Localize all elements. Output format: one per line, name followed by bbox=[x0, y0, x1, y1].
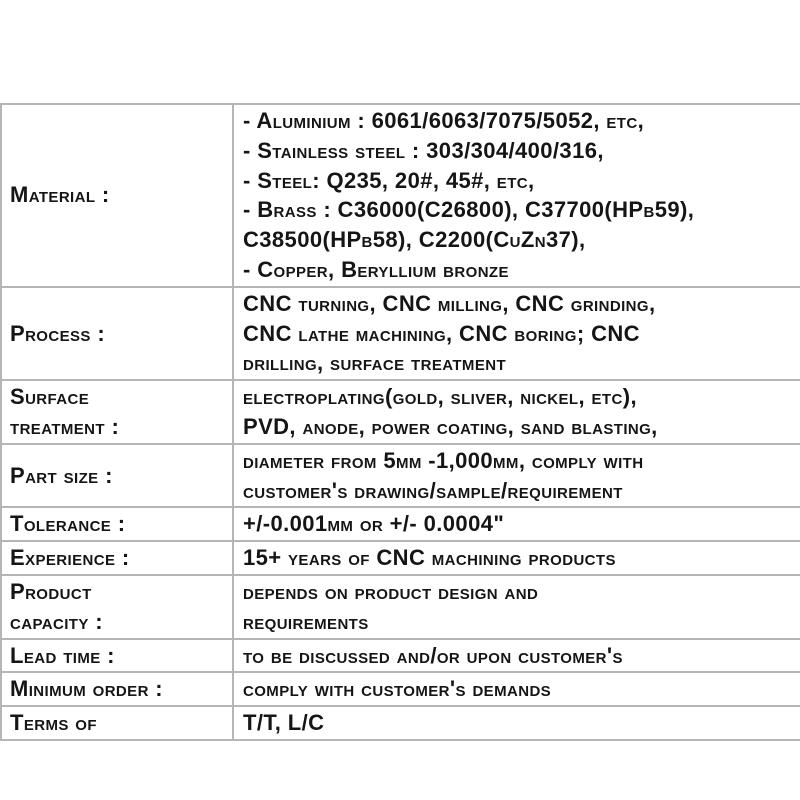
table-row: Tolerance : +/-0.001mm or +/- 0.0004" bbox=[0, 506, 800, 543]
value-line: - Aluminium : 6061/6063/7075/5052, etc, bbox=[243, 108, 645, 133]
value-line: CNC lathe machining, CNC boring; CNC bbox=[243, 320, 640, 346]
value-line: customer's drawing/sample/requirement bbox=[243, 477, 623, 503]
row-value: - Aluminium : 6061/6063/7075/5052, etc, -… bbox=[232, 103, 800, 288]
value-line: - Stainless steel : 303/304/400/316, bbox=[243, 137, 604, 163]
value-line: - Steel: Q235, 20#, 45#, etc, bbox=[243, 167, 535, 193]
value-line: drilling, surface treatment bbox=[243, 350, 507, 376]
row-label: Process : bbox=[0, 285, 234, 382]
table-row: Surface treatment : electroplating(gold, … bbox=[0, 379, 800, 445]
row-label-line: capacity : bbox=[10, 608, 103, 634]
table-row: Part size : diameter from 5mm -1,000mm, … bbox=[0, 442, 800, 509]
value-line: PVD, anode, power coating, sand blasting… bbox=[243, 413, 658, 439]
row-label-line: Minimum order : bbox=[10, 676, 164, 702]
value-line: requirements bbox=[243, 608, 369, 634]
value-line: depends on product design and bbox=[243, 578, 539, 604]
spec-table: Material : - Aluminium : 6061/6063/7075/… bbox=[0, 103, 800, 741]
row-label-line: Surface bbox=[10, 384, 90, 410]
spec-table-body: Material : - Aluminium : 6061/6063/7075/… bbox=[0, 103, 800, 741]
table-row: Terms of T/T, L/C bbox=[0, 705, 800, 741]
row-label: Minimum order : bbox=[0, 671, 234, 708]
value-line: to be discussed and/or upon customer's bbox=[243, 642, 623, 668]
table-row: Material : - Aluminium : 6061/6063/7075/… bbox=[0, 103, 800, 288]
row-label: Tolerance : bbox=[0, 506, 234, 543]
value-line: T/T, L/C bbox=[243, 710, 325, 736]
row-label-line: Tolerance : bbox=[10, 511, 126, 537]
row-label-line: Product bbox=[10, 578, 92, 604]
row-label: Part size : bbox=[0, 442, 234, 509]
row-value: depends on product design and requirement… bbox=[232, 573, 800, 640]
row-value: T/T, L/C bbox=[232, 705, 800, 741]
row-label-line: Process : bbox=[10, 320, 106, 346]
row-value: diameter from 5mm -1,000mm, comply with c… bbox=[232, 442, 800, 509]
value-line: 15+ years of CNC machining products bbox=[243, 545, 616, 571]
row-value: to be discussed and/or upon customer's bbox=[232, 637, 800, 674]
table-row: Process : CNC turning, CNC milling, CNC … bbox=[0, 285, 800, 382]
value-line: comply with customer's demands bbox=[243, 676, 552, 702]
row-value: electroplating(gold, sliver, nickel, etc… bbox=[232, 379, 800, 445]
table-row: Product capacity : depends on product des… bbox=[0, 573, 800, 640]
value-line: - Copper, Beryllium bronze bbox=[243, 256, 509, 282]
table-row: Lead time : to be discussed and/or upon … bbox=[0, 637, 800, 674]
table-row: Experience : 15+ years of CNC machining … bbox=[0, 540, 800, 576]
row-label: Product capacity : bbox=[0, 573, 234, 640]
row-label: Terms of bbox=[0, 705, 234, 741]
row-label-line: Lead time : bbox=[10, 642, 115, 668]
row-value: 15+ years of CNC machining products bbox=[232, 540, 800, 576]
row-label: Experience : bbox=[0, 540, 234, 576]
row-label: Material : bbox=[0, 103, 234, 288]
value-line: - Brass : C36000(C26800), C37700(HPb59), bbox=[243, 197, 695, 223]
value-line: electroplating(gold, sliver, nickel, etc… bbox=[243, 384, 637, 410]
value-line: CNC turning, CNC milling, CNC grinding, bbox=[243, 290, 656, 316]
row-label: Lead time : bbox=[0, 637, 234, 674]
row-label: Surface treatment : bbox=[0, 379, 234, 445]
value-line: +/-0.001mm or +/- 0.0004" bbox=[243, 511, 505, 537]
row-label-line: Material : bbox=[10, 182, 110, 208]
row-label-line: Part size : bbox=[10, 462, 113, 488]
table-row: Minimum order : comply with customer's d… bbox=[0, 671, 800, 708]
row-label-line: Terms of bbox=[10, 710, 97, 736]
row-value: CNC turning, CNC milling, CNC grinding, C… bbox=[232, 285, 800, 382]
row-label-line: Experience : bbox=[10, 545, 130, 571]
value-line: C38500(HPb58), C2200(CuZn37), bbox=[243, 227, 586, 253]
row-value: comply with customer's demands bbox=[232, 671, 800, 708]
row-value: +/-0.001mm or +/- 0.0004" bbox=[232, 506, 800, 543]
value-line: diameter from 5mm -1,000mm, comply with bbox=[243, 447, 644, 473]
row-label-line: treatment : bbox=[10, 413, 120, 439]
